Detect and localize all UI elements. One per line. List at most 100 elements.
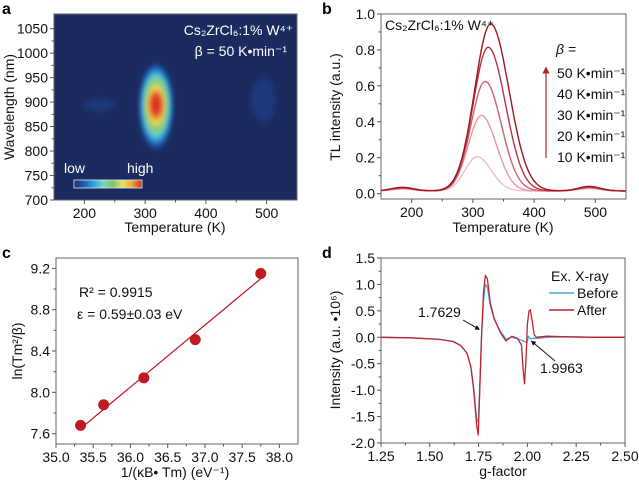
panel-a-composition-annotation: Cs₂ZrCl₆:1% W⁴⁺ [184, 22, 293, 38]
legend-title-ex-xray: Ex. X-ray [551, 268, 609, 284]
x-tick-label: 35.5 [80, 449, 107, 465]
y-tick-label: 0.0 [356, 329, 376, 345]
panel-b-y-axis-label: TL intensity (a.u.) [327, 53, 343, 161]
y-tick-label: 1.5 [356, 250, 376, 266]
x-tick-label: 2.50 [611, 448, 638, 464]
colorbar [73, 179, 143, 189]
panel-b-composition-annotation: Cs₂ZrCl₆:1% W⁴⁺ [385, 17, 494, 33]
heatmap-contour-level [150, 93, 162, 117]
panel-b-x-axis-label: Temperature (K) [452, 219, 553, 235]
y-tick-label: -1.0 [351, 382, 375, 398]
panel-d-y-ticks: -2.0 -1.5 -1.0 -0.5 0.0 0.5 1.0 1.5 [351, 250, 381, 451]
data-point [189, 334, 201, 346]
panel-c-data-points [75, 268, 267, 431]
panel-a-y-ticks: 700 750 800 850 900 950 1000 1050 [17, 21, 54, 208]
y-tick-label: 1.0 [356, 276, 376, 292]
x-tick-label: 1.75 [465, 448, 492, 464]
x-tick-label: 38.0 [266, 449, 293, 465]
y-tick-label: 850 [25, 119, 49, 135]
legend-entry: After [577, 302, 607, 318]
y-tick-label: 1.0 [356, 6, 376, 22]
colorbar-high-label: high [127, 160, 153, 176]
linear-fit-line [80, 278, 262, 429]
y-tick-label: 0.4 [356, 114, 376, 130]
x-tick-label: 36.0 [117, 449, 144, 465]
legend-entry: 10 K•min⁻¹ [557, 149, 626, 165]
data-point [75, 419, 87, 431]
y-tick-label: 900 [25, 94, 49, 110]
panel-a-heating-rate-annotation: β = 50 K•min⁻¹ [195, 43, 288, 59]
x-tick-label: 500 [255, 205, 279, 221]
panel-a-letter: a [2, 1, 11, 18]
heatmap-hotspot [251, 77, 276, 122]
panel-b-x-ticks: 200 300 400 500 [400, 199, 607, 220]
legend-entry: 40 K•min⁻¹ [557, 86, 626, 102]
panel-d-y-axis-label: Intensity (a.u. •10⁶) [327, 291, 343, 410]
panel-b-legend: 10 K•min⁻¹ 20 K•min⁻¹ 30 K•min⁻¹ 40 K•min⁻¹… [557, 65, 626, 165]
panel-d-x-ticks: 1.25 1.50 1.75 2.00 2.25 2.50 [367, 443, 639, 464]
x-tick-label: 1.50 [416, 448, 443, 464]
panel-a-x-axis-label: Temperature (K) [124, 219, 225, 235]
y-tick-label: -0.5 [351, 356, 375, 372]
x-tick-label: 2.25 [563, 448, 590, 464]
y-tick-label: -2.0 [351, 435, 375, 451]
panel-d-g-annotations: 1.7629 1.9963 [418, 304, 583, 376]
heatmap-hotspots [84, 64, 276, 148]
legend-entry: Before [577, 285, 618, 301]
legend-entry: 50 K•min⁻¹ [557, 65, 626, 81]
legend-entry: 30 K•min⁻¹ [557, 107, 626, 123]
y-tick-label: 0.5 [356, 303, 376, 319]
x-tick-label: 200 [400, 204, 424, 220]
x-tick-label: 400 [194, 205, 218, 221]
y-tick-label: -1.5 [351, 409, 375, 425]
panel-d-series [381, 274, 625, 436]
y-tick-label: 950 [25, 70, 49, 86]
panel-b-y-ticks: 0.0 0.2 0.4 0.6 0.8 1.0 [356, 6, 381, 202]
panel-b-series [381, 23, 626, 192]
y-tick-label: 0.8 [356, 42, 376, 58]
panel-c-y-ticks: 7.6 8.0 8.4 8.8 9.2 [31, 260, 56, 442]
colorbar-low-label: low [64, 160, 86, 176]
panel-d-epr-spectra: d 1.25 1.50 1.75 2.00 2.25 2.50 -2.0-1.5-1.0-… [322, 245, 639, 479]
legend-title-beta: β = [555, 41, 576, 57]
panel-b-letter: b [322, 1, 332, 18]
panel-c-y-axis-label: ln(Tm²/β) [9, 322, 25, 379]
y-tick-label: 8.8 [31, 302, 51, 318]
x-tick-label: 300 [461, 204, 485, 220]
y-tick-label: 800 [25, 143, 49, 159]
data-point [138, 372, 150, 384]
x-tick-label: 2.00 [514, 448, 541, 464]
x-tick-label: 200 [73, 205, 97, 221]
tl-curve-series [381, 23, 626, 192]
y-tick-label: 8.4 [31, 343, 51, 359]
y-tick-label: 7.6 [31, 426, 51, 442]
g-value-annotation: 1.7629 [418, 304, 461, 320]
epr-series-after [381, 274, 625, 436]
x-tick-label: 1.25 [367, 448, 394, 464]
y-tick-label: 1050 [17, 21, 48, 37]
y-tick-label: 700 [25, 192, 49, 208]
panel-c-arrhenius-fit: c 35.0 35.5 36.0 36.5 37.0 37.5 38.0 7.6 8.0 8.4… [2, 245, 299, 480]
activation-energy-label: ε = 0.59±0.03 eV [77, 306, 183, 322]
x-tick-label: 37.0 [191, 449, 218, 465]
x-tick-label: 36.5 [154, 449, 181, 465]
legend-entry: 20 K•min⁻¹ [557, 128, 626, 144]
x-tick-label: 300 [133, 205, 157, 221]
data-point [255, 268, 267, 279]
y-tick-label: 1000 [17, 45, 48, 61]
panel-d-letter: d [322, 245, 332, 262]
y-tick-label: 0.0 [356, 186, 376, 202]
heatmap-hotspot [84, 99, 115, 112]
annotation-arrow [530, 340, 556, 362]
y-tick-label: 9.2 [31, 260, 51, 276]
x-tick-label: 500 [584, 204, 608, 220]
g-value-annotation: 1.9963 [540, 360, 583, 376]
r-squared-label: R² = 0.9915 [79, 284, 153, 300]
x-tick-label: 37.5 [229, 449, 256, 465]
y-tick-label: 0.6 [356, 78, 376, 94]
x-tick-label: 35.0 [42, 449, 69, 465]
panel-a-heatmap: a 200 300 400 500 700 750 800 850 900 950 1000 105… [1, 1, 298, 235]
panel-c-x-ticks: 35.0 35.5 36.0 36.5 37.0 37.5 38.0 [42, 444, 293, 465]
